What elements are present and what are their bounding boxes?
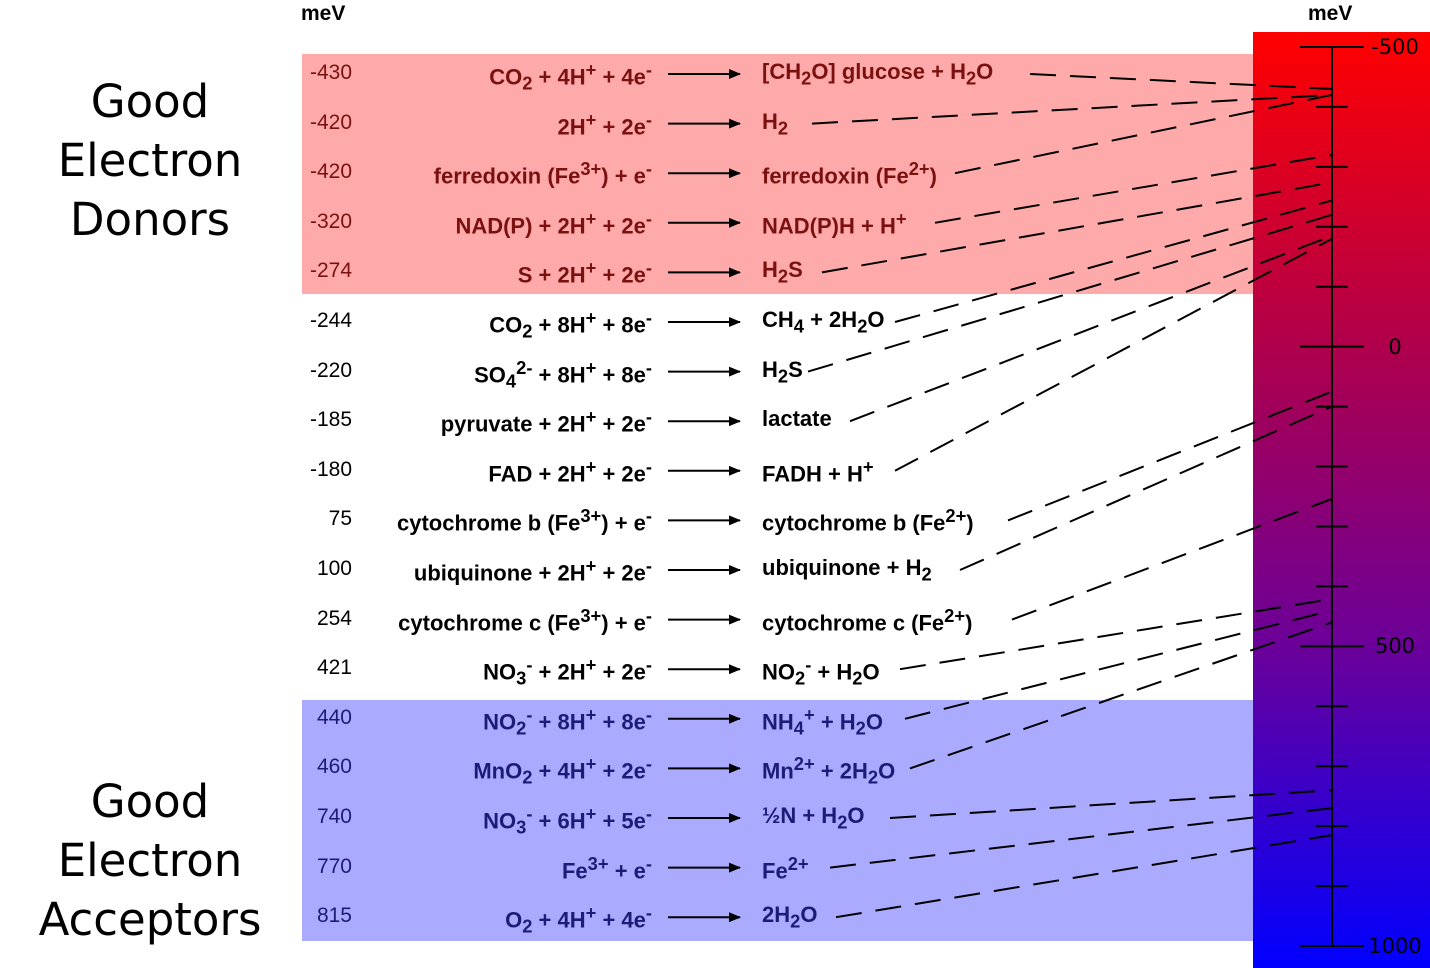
reactant-side: cytochrome b (Fe3+) + e- — [396, 505, 652, 536]
product-side: NO2- + H2O — [762, 654, 880, 689]
potential-value: -185 — [309, 408, 352, 432]
potential-leader-line — [894, 237, 1333, 472]
potential-value: 440 — [316, 705, 352, 729]
potential-leader-line — [1011, 497, 1333, 621]
donors-label: Good Electron Donors — [57, 75, 243, 246]
reactant-side: ubiquinone + 2H+ + 2e- — [413, 555, 652, 586]
potential-scale-bar — [1253, 32, 1430, 968]
reactant-side: S + 2H+ + 2e- — [517, 257, 652, 288]
reactant-side: O2 + 4H+ + 4e- — [505, 902, 652, 937]
product-side: ferredoxin (Fe2+) — [762, 158, 937, 189]
potential-leader-line — [934, 153, 1333, 224]
potential-value: 421 — [316, 656, 352, 680]
scale-tick-label: 0 — [1388, 334, 1402, 359]
reactant-side: SO42- + 8H+ + 8e- — [474, 356, 652, 392]
potential-value: 770 — [316, 854, 352, 878]
potential-leader-line — [899, 597, 1333, 671]
potential-value: -420 — [309, 110, 352, 134]
potential-value: -274 — [309, 259, 352, 283]
potential-leader-line — [821, 181, 1333, 274]
left-unit-header: meV — [301, 2, 346, 25]
scale-tick-label: 500 — [1374, 634, 1416, 659]
acceptor-band — [302, 700, 1254, 941]
potential-leader-line — [829, 807, 1333, 869]
potential-leader-line — [811, 93, 1333, 125]
product-side: cytochrome c (Fe2+) — [762, 604, 973, 635]
reactant-side: NO3- + 2H+ + 2e- — [483, 654, 652, 689]
potential-value: -320 — [309, 209, 352, 233]
potential-value: -244 — [309, 309, 352, 332]
potential-value: -430 — [309, 61, 352, 84]
reactant-side: Fe3+ + e- — [561, 852, 652, 883]
potential-leader-line — [909, 621, 1333, 770]
product-side: Mn2+ + 2H2O — [762, 753, 896, 789]
reactant-side: NO3- + 6H+ + 5e- — [483, 803, 652, 838]
potential-value: 460 — [316, 755, 352, 779]
product-side: Fe2+ — [762, 852, 809, 883]
donor-band — [302, 54, 1254, 294]
potential-leader-line — [1007, 390, 1333, 522]
product-side: H2S — [762, 356, 803, 386]
acceptors-label: Good Electron Acceptors — [38, 775, 262, 946]
product-side: 2H2O — [762, 902, 818, 932]
reactant-side: NAD(P) + 2H+ + 2e- — [455, 207, 652, 239]
product-side: CH4 + 2H2O — [762, 307, 885, 337]
reactant-side: CO2 + 4H+ + 4e- — [489, 59, 652, 94]
reactant-side: cytochrome c (Fe3+) + e- — [398, 604, 652, 635]
potential-leader-line — [849, 234, 1333, 423]
right-unit-header: meV — [1308, 2, 1353, 25]
reactant-side: MnO2 + 4H+ + 2e- — [473, 753, 652, 789]
potential-value: 75 — [328, 507, 352, 531]
potential-leader-line — [959, 405, 1333, 571]
potential-leader-line — [894, 199, 1333, 323]
potential-value: -220 — [309, 358, 352, 382]
potential-leader-line — [904, 609, 1333, 720]
product-side: H2 — [762, 108, 789, 138]
product-side: FADH + H+ — [762, 455, 874, 487]
scale-tick-label: 1000 — [1368, 934, 1422, 958]
potential-leader-line — [889, 789, 1333, 819]
product-side: NH4+ + H2O — [762, 703, 883, 739]
potential-value: 740 — [316, 805, 352, 828]
product-side: lactate — [762, 406, 832, 432]
reactant-side: FAD + 2H+ + 2e- — [488, 455, 652, 487]
product-side: NAD(P)H + H+ — [762, 207, 907, 239]
potential-leader-line — [1029, 73, 1333, 90]
reactant-side: ferredoxin (Fe3+) + e- — [433, 158, 652, 189]
reactant-side: NO2- + 8H+ + 8e- — [483, 703, 652, 739]
potential-value: 100 — [316, 557, 352, 580]
product-side: cytochrome b (Fe2+) — [762, 505, 974, 536]
potential-value: -420 — [309, 160, 352, 184]
potential-value: -180 — [309, 457, 352, 481]
product-side: ½N + H2O — [762, 803, 865, 833]
product-side: ubiquinone + H2 — [762, 555, 932, 585]
product-side: [CH2O] glucose + H2O — [762, 59, 994, 89]
potential-leader-line — [835, 834, 1333, 919]
reactant-side: CO2 + 8H+ + 8e- — [489, 307, 652, 342]
potential-value: 815 — [316, 904, 352, 928]
scale-tick-label: -500 — [1371, 35, 1419, 59]
potential-value: 254 — [316, 606, 352, 630]
potential-leader-line — [954, 93, 1333, 175]
reactant-side: 2H+ + 2e- — [557, 108, 653, 139]
reactant-side: pyruvate + 2H+ + 2e- — [440, 406, 652, 437]
product-side: H2S — [762, 257, 803, 287]
potential-leader-line — [807, 213, 1333, 373]
